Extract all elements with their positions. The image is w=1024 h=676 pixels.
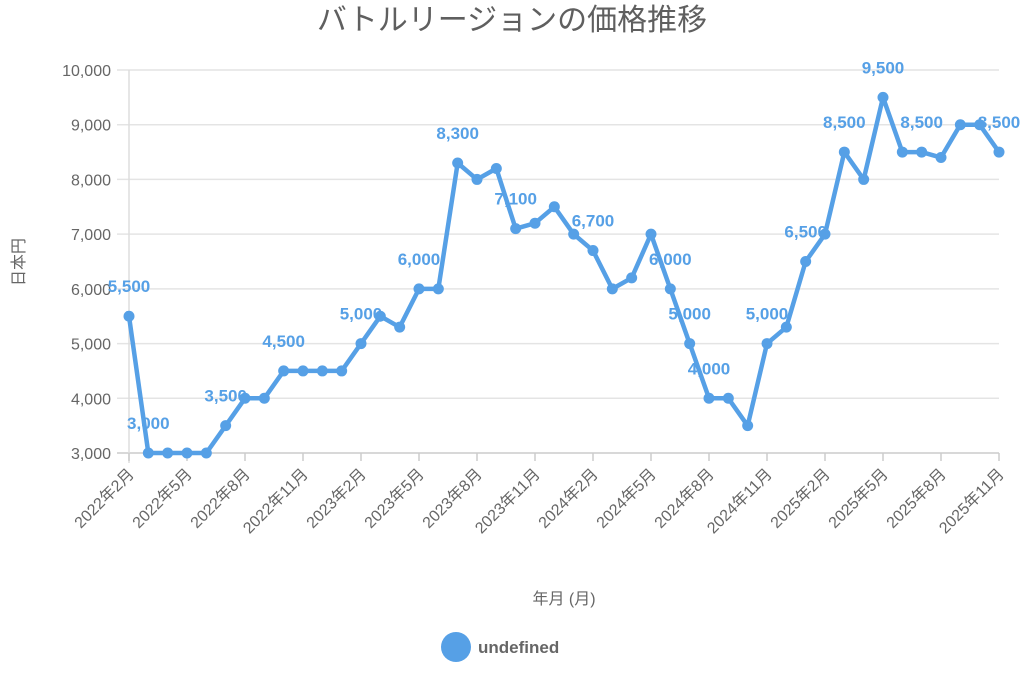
data-label: 5,000: [746, 305, 789, 324]
data-point: [297, 365, 309, 377]
data-label: 4,000: [688, 359, 731, 378]
y-axis-label: 日本円: [10, 238, 28, 286]
data-point: [220, 420, 232, 432]
data-label: 8,500: [900, 113, 943, 132]
data-point: [355, 338, 367, 350]
data-labels: 5,500 3,000 3,500 4,500 5,000 6,000 8,300 7,100…: [108, 58, 1021, 433]
y-tick-label: 9,000: [71, 118, 111, 135]
data-point: [993, 146, 1005, 158]
data-point: [645, 228, 657, 240]
legend[interactable]: undefined: [441, 632, 559, 662]
data-label: 5,000: [668, 305, 711, 324]
x-axis-label: 年月 (月): [532, 590, 595, 608]
series-line: [126, 95, 1001, 456]
x-tick-label: 2023年2月: [303, 465, 370, 532]
y-tick-label: 8,000: [71, 172, 111, 189]
grid: [117, 69, 1000, 463]
data-label: 4,500: [262, 332, 305, 351]
data-point: [974, 119, 986, 131]
data-point: [780, 321, 792, 333]
x-tick-label: 2023年5月: [361, 465, 428, 532]
y-tick-label: 7,000: [71, 227, 111, 244]
data-point: [742, 420, 754, 432]
series-undefined: [123, 91, 1005, 459]
data-point: [374, 310, 386, 322]
data-point: [684, 338, 696, 350]
data-label: 6,500: [784, 223, 827, 242]
data-point: [626, 272, 638, 284]
legend-marker: [441, 632, 471, 662]
data-point: [838, 146, 850, 158]
data-point: [413, 283, 425, 295]
data-label: 6,700: [572, 212, 615, 231]
data-point: [568, 228, 580, 240]
data-point: [490, 162, 502, 174]
data-label: 6,000: [398, 250, 441, 269]
x-tick-label: 2022年2月: [71, 465, 138, 532]
y-tick-label: 4,000: [71, 391, 111, 408]
data-point: [258, 392, 270, 404]
data-point: [703, 392, 715, 404]
data-label: 8,500: [823, 113, 866, 132]
data-label: 8,500: [978, 113, 1021, 132]
data-point: [336, 365, 348, 377]
data-point: [819, 228, 831, 240]
data-point: [606, 283, 618, 295]
data-point: [858, 173, 870, 185]
data-point: [529, 217, 541, 229]
x-axis: 2022年2月2022年5月2022年8月2022年11月2023年2月2023…: [71, 465, 1008, 537]
y-tick-label: 5,000: [71, 337, 111, 354]
data-point: [432, 283, 444, 295]
data-point: [722, 392, 734, 404]
data-label: 9,500: [862, 58, 905, 77]
data-label: 7,100: [494, 190, 537, 209]
data-point: [896, 146, 908, 158]
data-point: [142, 447, 154, 459]
data-label: 3,500: [204, 387, 247, 406]
data-point: [877, 91, 889, 103]
y-tick-label: 6,000: [71, 282, 111, 299]
data-point: [761, 338, 773, 350]
x-tick-label: 2024年5月: [593, 465, 660, 532]
x-tick-label: 2022年5月: [129, 465, 196, 532]
data-label: 5,500: [108, 277, 151, 296]
y-tick-label: 3,000: [71, 446, 111, 463]
x-tick-label: 2024年2月: [535, 465, 602, 532]
data-point: [181, 447, 193, 459]
data-point: [916, 146, 928, 158]
data-point: [510, 223, 522, 235]
data-point: [162, 447, 174, 459]
data-point: [587, 245, 599, 257]
y-axis: 3,000 4,000 5,000 6,000 7,000 8,000 9,000 10,00…: [62, 63, 111, 463]
data-point: [954, 119, 966, 131]
data-point: [394, 321, 406, 333]
y-tick-label: 10,000: [62, 63, 111, 80]
x-tick-label: 2025年2月: [767, 465, 834, 532]
data-point: [123, 310, 135, 322]
data-point: [200, 447, 212, 459]
x-tick-label: 2025年5月: [825, 465, 892, 532]
legend-label: undefined: [478, 638, 559, 657]
data-point: [548, 201, 560, 213]
data-label: 5,000: [340, 305, 383, 324]
data-label: 6,000: [649, 250, 692, 269]
data-point: [664, 283, 676, 295]
data-label: 3,000: [127, 414, 170, 433]
data-point: [316, 365, 328, 377]
data-point: [471, 173, 483, 185]
data-point: [278, 365, 290, 377]
data-point: [935, 152, 947, 164]
chart-title: バトルリージョンの価格推移: [317, 4, 707, 37]
data-point: [800, 256, 812, 267]
data-label: 8,300: [436, 124, 479, 143]
data-point: [452, 157, 464, 169]
data-point: [239, 392, 251, 404]
